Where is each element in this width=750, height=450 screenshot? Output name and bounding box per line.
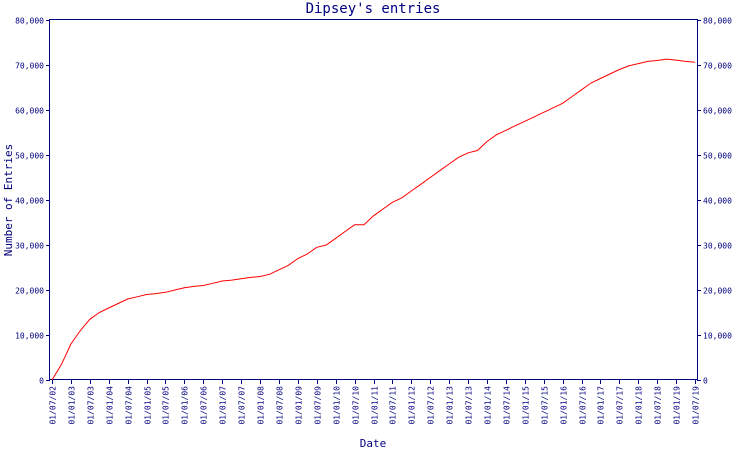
y-tick-label-left: 70,000 xyxy=(15,62,44,71)
x-tick-label: 01/01/14 xyxy=(484,386,493,425)
chart-title: Dipsey's entries xyxy=(306,1,441,17)
x-tick-label: 01/07/19 xyxy=(692,386,701,425)
x-tick-label: 01/01/10 xyxy=(333,386,342,425)
x-tick-label: 01/07/12 xyxy=(427,386,436,425)
left-y-axis: 0 10,000 20,000 30,000 40,000 50,000 60,000 70,… xyxy=(15,17,50,386)
y-tick-label-left: 50,000 xyxy=(15,152,44,161)
y-tick-label-right: 10,000 xyxy=(703,332,732,341)
y-tick-label-left: 20,000 xyxy=(15,287,44,296)
x-tick-label: 01/01/07 xyxy=(219,386,228,425)
y-axis-label: Number of Entries xyxy=(2,144,15,257)
x-tick-label: 01/01/05 xyxy=(144,386,153,425)
y-tick-label-right: 30,000 xyxy=(703,242,732,251)
y-tick-label-right: 50,000 xyxy=(703,152,732,161)
x-tick-label: 01/07/07 xyxy=(238,386,247,425)
y-tick-label-right: 20,000 xyxy=(703,287,732,296)
x-tick-label: 01/01/08 xyxy=(257,386,266,425)
x-tick-label: 01/07/06 xyxy=(200,386,209,425)
x-tick-label: 01/01/06 xyxy=(181,386,190,425)
x-axis-label: Date xyxy=(360,437,387,450)
x-tick-label: 01/07/14 xyxy=(503,386,512,425)
x-tick-label: 01/07/13 xyxy=(465,386,474,425)
y-tick-label-left: 60,000 xyxy=(15,107,44,116)
x-tick-label: 01/07/15 xyxy=(541,386,550,425)
x-axis: 01/07/02 01/01/03 01/07/03 01/01/04 01/07/04… xyxy=(49,380,701,425)
x-tick-label: 01/01/09 xyxy=(295,386,304,425)
y-tick-label-left: 30,000 xyxy=(15,242,44,251)
x-tick-label: 01/07/11 xyxy=(389,386,398,425)
x-tick-label: 01/07/10 xyxy=(352,386,361,425)
x-tick-label: 01/07/09 xyxy=(314,386,323,425)
x-tick-label: 01/01/04 xyxy=(106,386,115,425)
y-tick-label-right: 60,000 xyxy=(703,107,732,116)
y-tick-label-right: 0 xyxy=(703,377,708,386)
y-tick-label-left: 80,000 xyxy=(15,17,44,26)
x-tick-label: 01/01/13 xyxy=(446,386,455,425)
x-tick-label: 01/01/19 xyxy=(673,386,682,425)
x-tick-label: 01/07/03 xyxy=(87,386,96,425)
x-tick-label: 01/01/03 xyxy=(68,386,77,425)
x-tick-label: 01/01/18 xyxy=(635,386,644,425)
right-y-axis: 0 10,000 20,000 30,000 40,000 50,000 60,000 70,… xyxy=(697,17,732,386)
y-tick-label-left: 0 xyxy=(39,377,44,386)
x-tick-label: 01/07/16 xyxy=(579,386,588,425)
series-group xyxy=(51,58,696,381)
x-tick-label: 01/01/15 xyxy=(522,386,531,425)
y-tick-label-right: 40,000 xyxy=(703,197,732,206)
y-tick-label-left: 40,000 xyxy=(15,197,44,206)
plot-frame xyxy=(49,19,698,380)
y-tick-label-right: 80,000 xyxy=(703,17,732,26)
y-tick-label-left: 10,000 xyxy=(15,332,44,341)
x-tick-label: 01/07/18 xyxy=(654,386,663,425)
x-tick-label: 01/01/11 xyxy=(371,386,380,425)
x-tick-label: 01/07/02 xyxy=(49,386,58,425)
series-line xyxy=(51,58,696,381)
x-tick-label: 01/01/12 xyxy=(408,386,417,425)
x-tick-label: 01/07/04 xyxy=(125,386,134,425)
x-tick-label: 01/07/05 xyxy=(162,386,171,425)
x-tick-label: 01/01/17 xyxy=(597,386,606,425)
x-tick-label: 01/07/08 xyxy=(276,386,285,425)
y-tick-label-right: 70,000 xyxy=(703,62,732,71)
x-tick-label: 01/07/17 xyxy=(616,386,625,425)
x-tick-label: 01/01/16 xyxy=(560,386,569,425)
